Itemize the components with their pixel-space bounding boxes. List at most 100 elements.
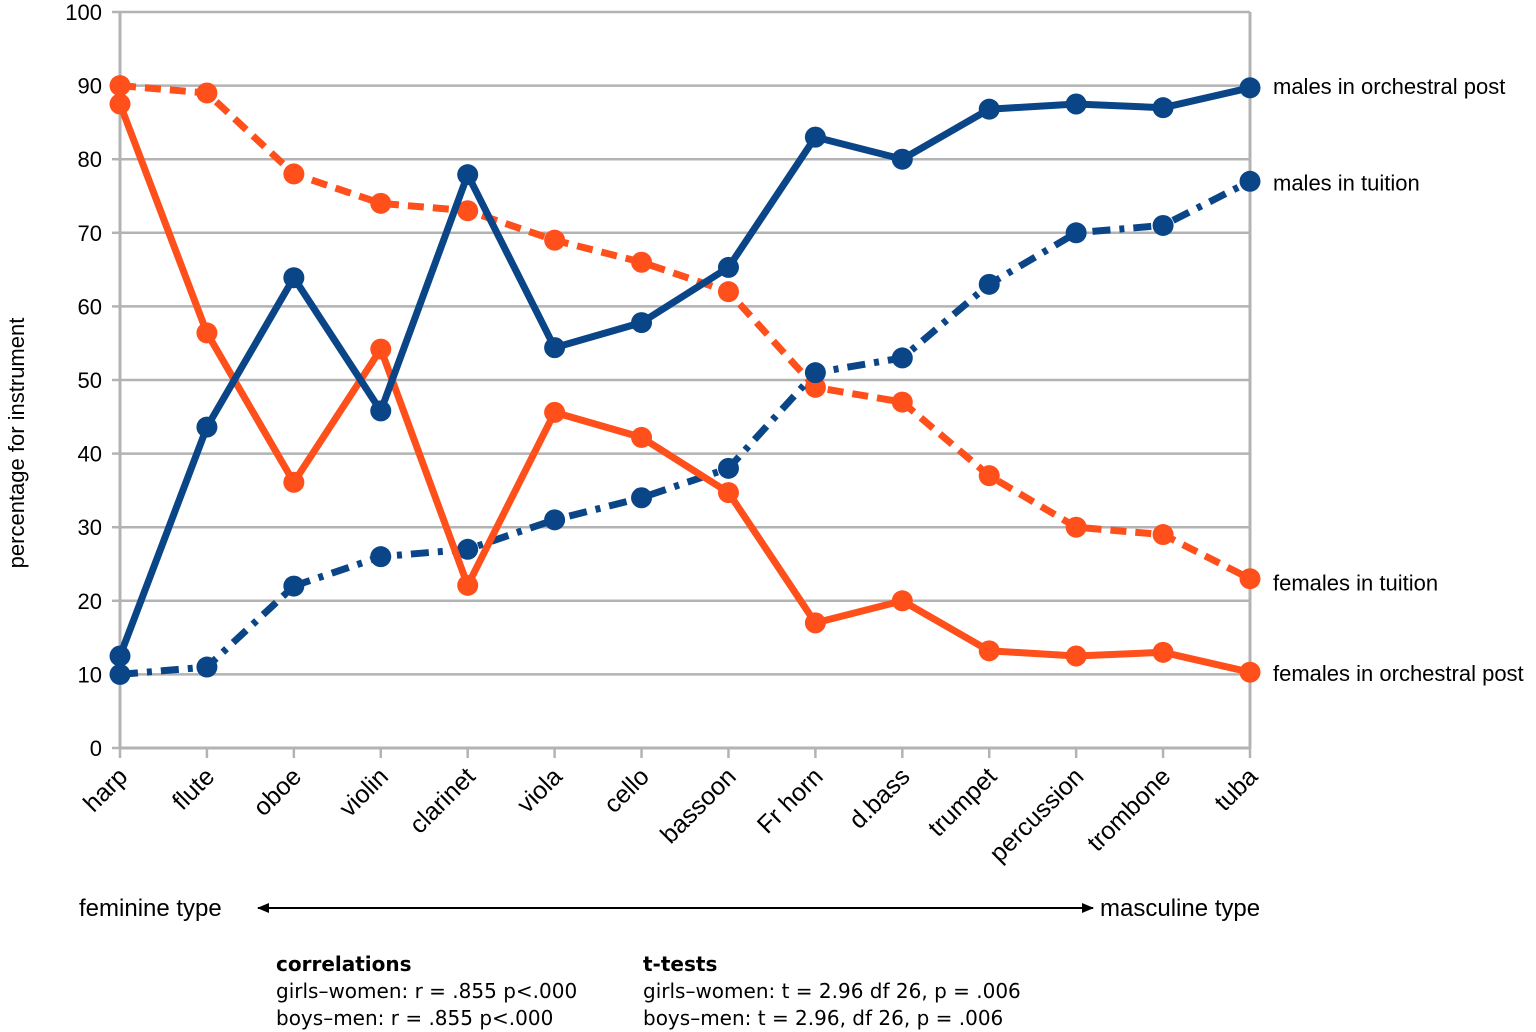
y-tick-label-50: 50: [78, 368, 102, 393]
series-1-point-4: [457, 538, 479, 560]
correlations-block: correlations girls–women: r = .855 p<.00…: [276, 951, 577, 1032]
series-3-point-2: [283, 267, 305, 289]
x-tick-label-10: trumpet: [923, 762, 1003, 842]
series-1-point-10: [978, 273, 1000, 295]
series-2-point-13: [1239, 661, 1261, 683]
y-axis-label: percentage for instrument: [4, 318, 29, 569]
series-2-point-5: [544, 401, 566, 423]
series-3-point-3: [370, 400, 392, 422]
series-line-0: [119, 82, 1252, 582]
x-tick-label-7: bassoon: [655, 762, 742, 849]
correlations-title: correlations: [276, 952, 412, 976]
series-3-point-1: [196, 416, 218, 438]
grid-lines: [120, 10, 1250, 750]
series-1-point-7: [717, 457, 739, 479]
t-tests-boys-men: boys–men: t = 2.96, df 26, p = .006: [643, 1006, 1004, 1030]
y-tick-label-60: 60: [78, 294, 102, 319]
y-tick-label-70: 70: [78, 221, 102, 246]
x-tick-label-13: tuba: [1209, 762, 1263, 816]
series-line-1: [119, 178, 1252, 678]
series-1-point-13: [1239, 170, 1261, 192]
series-0-point-6: [631, 251, 653, 273]
series-0-point-12: [1152, 524, 1174, 546]
series-1-point-5: [544, 509, 566, 531]
x-tick-label-6: cello: [599, 762, 655, 818]
series-0-point-2: [283, 163, 305, 185]
y-tick-label-90: 90: [78, 74, 102, 99]
series-3-point-11: [1065, 93, 1087, 115]
x-tick-label-5: viola: [512, 762, 568, 818]
x-tick-labels: harp flute oboe violin clarinet viola cello bas…: [78, 762, 1263, 867]
x-tick-label-3: violin: [334, 762, 394, 822]
y-tick-label-0: 0: [90, 736, 102, 761]
series-0-point-11: [1065, 516, 1087, 538]
correlations-girls-women: girls–women: r = .855 p<.000: [276, 979, 578, 1003]
x-tick-label-8: Fr horn: [752, 762, 829, 839]
series-0-point-10: [978, 465, 1000, 487]
series-3-point-5: [544, 337, 566, 359]
t-tests-block: t-tests girls–women: t = 2.96 df 26, p =…: [643, 951, 1021, 1032]
series-2-point-2: [283, 471, 305, 493]
series-3-point-13: [1239, 77, 1261, 99]
series-3-point-10: [978, 98, 1000, 120]
x-tick-label-2: oboe: [248, 762, 307, 821]
series-1-point-12: [1152, 214, 1174, 236]
series-label-1: males in tuition: [1273, 170, 1420, 195]
x-tick-label-11: percussion: [984, 762, 1089, 867]
series-3-point-4: [457, 164, 479, 186]
series-3-point-6: [631, 312, 653, 334]
type-axis: feminine type masculine type: [79, 895, 1260, 922]
series-2-point-11: [1065, 645, 1087, 667]
x-tick-label-9: d.bass: [844, 762, 916, 834]
series-0-point-0: [109, 75, 131, 97]
y-tick-labels: 0 10 20 30 40 50 60 70 80 90 100: [65, 0, 102, 761]
series-line-2: [116, 102, 1251, 676]
series-0-point-4: [457, 200, 479, 222]
series-3-point-0: [109, 645, 131, 667]
series-label-0: females in tuition: [1273, 571, 1438, 596]
series-2-point-7: [717, 482, 739, 504]
series-3-point-12: [1152, 97, 1174, 119]
series-1-point-0: [109, 663, 131, 685]
series-2-point-9: [891, 590, 913, 612]
data-series: [109, 75, 1261, 685]
series-line-3: [116, 84, 1251, 658]
feminine-type-label: feminine type: [79, 895, 222, 922]
series-1-point-11: [1065, 222, 1087, 244]
series-1-point-6: [631, 487, 653, 509]
series-3-point-7: [717, 256, 739, 278]
series-0-point-5: [544, 229, 566, 251]
y-tick-label-20: 20: [78, 589, 102, 614]
series-1-point-9: [891, 347, 913, 369]
masculine-type-label: masculine type: [1100, 895, 1260, 922]
t-tests-title: t-tests: [643, 952, 718, 976]
series-3-point-8: [804, 126, 826, 148]
y-tick-label-40: 40: [78, 442, 102, 467]
y-tick-label-100: 100: [65, 0, 102, 25]
x-tick-label-0: harp: [78, 762, 133, 817]
series-labels: females in tuition males in tuition female…: [1273, 74, 1524, 686]
series-2-point-1: [196, 322, 218, 344]
series-2-point-12: [1152, 641, 1174, 663]
x-tick-label-4: clarinet: [404, 762, 481, 839]
t-tests-girls-women: girls–women: t = 2.96 df 26, p = .006: [643, 979, 1021, 1003]
series-2-point-4: [457, 574, 479, 596]
series-0-point-13: [1239, 568, 1261, 590]
series-1-point-2: [283, 575, 305, 597]
series-1-point-8: [804, 362, 826, 384]
series-0-point-8: [804, 376, 826, 398]
series-1-point-1: [196, 656, 218, 678]
series-0-point-1: [196, 82, 218, 104]
x-tick-label-1: flute: [167, 762, 220, 815]
x-tick-label-12: trombone: [1082, 762, 1176, 856]
y-tick-label-80: 80: [78, 147, 102, 172]
series-label-2: females in orchestral post: [1273, 661, 1524, 686]
y-tick-label-10: 10: [78, 662, 102, 687]
series-3-point-9: [891, 148, 913, 170]
y-tick-label-30: 30: [78, 515, 102, 540]
series-0-point-3: [370, 192, 392, 214]
series-label-3: males in orchestral post: [1273, 74, 1505, 99]
series-2-point-8: [804, 612, 826, 634]
correlations-boys-men: boys–men: r = .855 p<.000: [276, 1006, 554, 1030]
